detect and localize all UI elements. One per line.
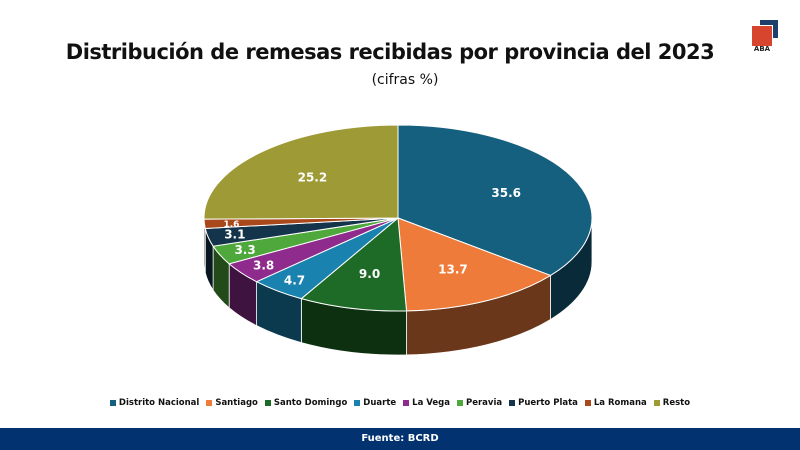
legend-label: Santo Domingo (273, 398, 348, 408)
legend-label: La Romana (593, 398, 647, 408)
legend-item: Resto (653, 398, 691, 408)
legend-item: Distrito Nacional (109, 398, 200, 408)
legend-item: Duarte (354, 398, 396, 408)
chart-subtitle: (cifras %) (371, 72, 439, 88)
legend-swatch (354, 400, 361, 406)
legend-label: Duarte (363, 398, 397, 408)
data-label: 3.3 (234, 243, 255, 257)
pie-slice-distrito-nacional (397, 124, 593, 277)
legend-item: Puerto Plata (509, 398, 578, 408)
legend-item: Peravia (456, 398, 503, 408)
data-label: 3.8 (253, 258, 274, 272)
data-label: 13.7 (438, 262, 468, 276)
legend-label: Peravia (465, 398, 503, 408)
pie-chart: 35.6 13.7 9.0 4.7 3.83.33.11.6 25.2 (203, 124, 593, 356)
legend-swatch (584, 400, 591, 406)
legend-swatch (653, 400, 660, 406)
legend-swatch (206, 400, 213, 406)
footer-source: Fuente: BCRD (0, 428, 800, 450)
pie-slice-santiago (397, 217, 552, 312)
legend-label: Puerto Plata (518, 398, 578, 408)
legend-swatch (456, 400, 463, 406)
data-label: 3.1 (224, 228, 245, 242)
legend-swatch (403, 400, 410, 406)
pie-slice-santo-domingo (300, 217, 408, 312)
aba-logo (752, 20, 782, 50)
legend: Distrito Nacional Santiago Santo Domingo Du… (0, 398, 800, 408)
data-label: 35.6 (491, 186, 521, 200)
legend-label: Distrito Nacional (118, 398, 200, 408)
legend-label: La Vega (412, 398, 450, 408)
legend-item: Santiago (206, 398, 258, 408)
legend-swatch (264, 400, 271, 406)
legend-swatch (109, 400, 116, 406)
pie-slice-resto (203, 124, 399, 220)
legend-item: La Vega (403, 398, 450, 408)
chart-title: Distribución de remesas recibidas por pr… (65, 40, 715, 64)
data-label: 25.2 (298, 170, 328, 184)
legend-label: Resto (662, 398, 691, 408)
data-label: 9.0 (359, 267, 380, 281)
data-label: 1.6 (224, 220, 240, 230)
legend-item: La Romana (584, 398, 647, 408)
legend-label: Santiago (215, 398, 258, 408)
legend-item: Santo Domingo (264, 398, 348, 408)
legend-swatch (509, 400, 516, 406)
data-label: 4.7 (284, 274, 305, 288)
logo-text: ABA (753, 45, 771, 53)
